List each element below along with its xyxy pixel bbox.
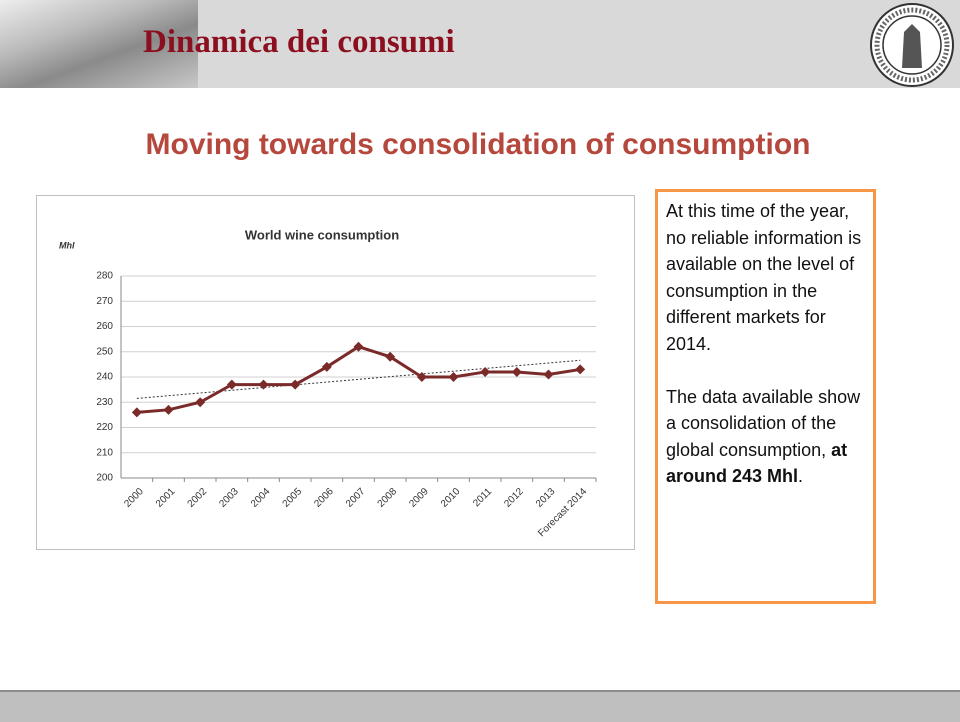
x-tick-label: 2007: [344, 486, 368, 510]
x-tick-label: 2002: [186, 486, 210, 510]
data-point: [131, 407, 142, 418]
data-point: [226, 379, 237, 390]
y-tick-label: 260: [96, 321, 113, 332]
data-point: [416, 372, 427, 382]
chart-title: World wine consumption: [245, 227, 399, 242]
data-point: [511, 366, 522, 377]
y-tick-label: 240: [96, 372, 113, 383]
note-paragraph: At this time of the year, no reliable in…: [666, 201, 862, 354]
header-image: [0, 0, 198, 88]
y-tick-label: 220: [96, 422, 113, 433]
x-tick-label: 2009: [407, 486, 431, 510]
data-point: [543, 369, 554, 380]
x-tick-label: 2013: [534, 486, 558, 510]
x-tick-label: 2001: [154, 486, 178, 510]
chart: World wine consumption Mhl 200 210 220 230 2…: [36, 195, 635, 550]
data-point: [258, 379, 269, 390]
y-tick-label: 280: [96, 271, 113, 282]
data-point: [575, 364, 586, 375]
x-tick-label: 2003: [217, 486, 241, 510]
trend-line: [136, 359, 581, 399]
x-tick-label: 2004: [249, 486, 273, 510]
data-point: [448, 372, 459, 382]
x-tick-label: 2000: [122, 486, 146, 510]
header: Dinamica dei consumi: [0, 0, 960, 88]
y-tick-label: 210: [96, 447, 113, 458]
data-point: [385, 351, 396, 362]
x-tick-label: 2012: [502, 486, 526, 510]
y-tick-label: 270: [96, 296, 113, 307]
data-point: [195, 397, 206, 408]
x-tick-label: 2011: [471, 486, 494, 509]
y-tick-label: 250: [96, 346, 113, 357]
x-tick-label: 2008: [376, 486, 400, 510]
x-tick-label: 2010: [439, 486, 463, 510]
data-point: [290, 379, 301, 390]
y-tick-label: 230: [96, 397, 113, 408]
note-text: The data available show a consolidation …: [666, 386, 861, 460]
data-point: [480, 366, 491, 377]
header-title: Dinamica dei consumi: [143, 24, 455, 60]
note-bold: at around 243 Mhl: [666, 439, 848, 487]
slide-title: Moving towards consolidation of consumpt…: [145, 128, 811, 161]
data-point: [163, 404, 174, 415]
note-text: .: [798, 466, 804, 486]
y-tick-label: 200: [96, 473, 113, 484]
y-axis-label: Mhl: [59, 240, 75, 250]
data-point: [321, 361, 332, 372]
data-point: [353, 341, 364, 352]
x-tick-label: 2005: [281, 486, 305, 510]
note-paragraph: The data available show a consolidation …: [666, 384, 865, 490]
text-box: At this time of the year, no reliable in…: [655, 189, 876, 604]
x-tick-label: 2006: [312, 486, 336, 510]
footer: [0, 690, 960, 722]
logo: [870, 3, 954, 87]
